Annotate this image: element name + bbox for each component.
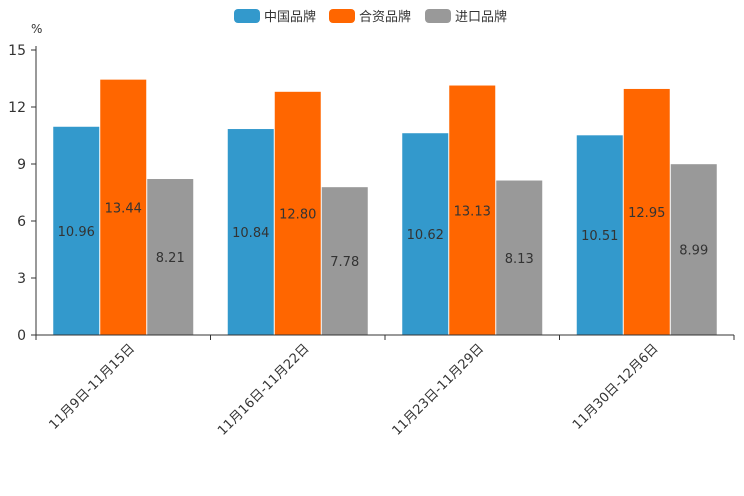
y-axis: 0 3 6 9 12 15 — [8, 43, 37, 344]
bar[interactable] — [623, 88, 670, 335]
bar[interactable] — [53, 126, 100, 335]
y-tick-label: 0 — [17, 328, 26, 344]
x-axis: 11月9日-11月15日 11月16日-11月22日 11月23日-11月29日 11… — [35, 334, 735, 439]
bar[interactable] — [274, 91, 321, 335]
bar-value-label: 10.84 — [232, 226, 269, 241]
bar-value-label: 8.21 — [156, 251, 185, 266]
bar-value-label: 8.99 — [679, 244, 708, 259]
bar[interactable] — [100, 79, 147, 335]
y-tick-label: 15 — [8, 43, 26, 59]
bar-value-label: 13.44 — [105, 201, 142, 216]
bar-value-label: 10.62 — [407, 228, 444, 243]
bar-value-label: 13.13 — [454, 204, 491, 219]
bar[interactable] — [576, 135, 623, 335]
bar[interactable] — [227, 129, 274, 335]
legend-swatch-2[interactable] — [329, 9, 355, 23]
bar-value-label: 8.13 — [505, 252, 534, 267]
bars: 10.96 13.44 8.21 10.84 12.80 7.78 10.62 13.13 8.… — [53, 79, 717, 335]
bar[interactable] — [402, 133, 449, 335]
y-tick-label: 12 — [8, 100, 26, 116]
x-category-label: 11月16日-11月22日 — [215, 341, 312, 438]
bar[interactable] — [670, 164, 717, 335]
y-tick-label: 6 — [17, 214, 26, 230]
legend-swatch-3[interactable] — [425, 9, 451, 23]
x-category-label: 11月9日-11月15日 — [46, 341, 138, 433]
bar[interactable] — [321, 187, 368, 335]
legend-label-1: 中国品牌 — [264, 9, 316, 25]
bar[interactable] — [496, 180, 543, 335]
bar-value-label: 12.95 — [628, 206, 665, 221]
bar-value-label: 7.78 — [330, 255, 359, 270]
legend-label-3: 进口品牌 — [455, 9, 507, 25]
legend-label-2: 合资品牌 — [359, 9, 411, 25]
legend: 中国品牌 合资品牌 进口品牌 — [234, 9, 507, 25]
bar-value-label: 12.80 — [279, 207, 316, 222]
bar-value-label: 10.51 — [581, 229, 618, 244]
bar[interactable] — [147, 179, 194, 335]
legend-swatch-1[interactable] — [234, 9, 260, 23]
y-axis-unit: % — [31, 22, 42, 36]
bar[interactable] — [449, 85, 496, 335]
x-category-label: 11月30日-12月6日 — [570, 341, 662, 433]
y-tick-label: 3 — [17, 271, 26, 287]
x-category-label: 11月23日-11月29日 — [390, 341, 487, 438]
bar-value-label: 10.96 — [58, 225, 95, 240]
y-tick-label: 9 — [17, 157, 26, 173]
